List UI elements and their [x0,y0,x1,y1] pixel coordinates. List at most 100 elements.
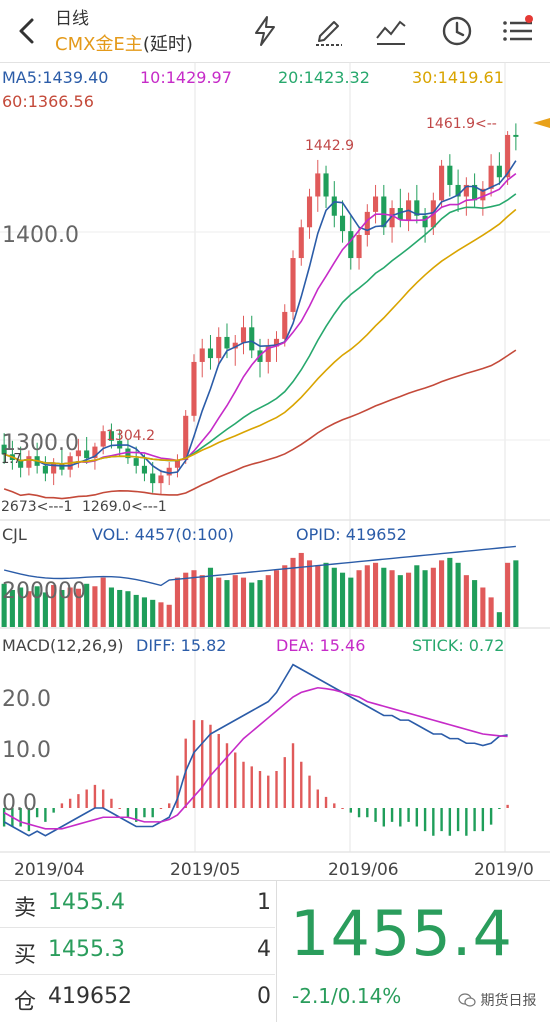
volume-axis-label: 200000 [2,579,86,604]
sell-row[interactable]: 卖 1455.4 1 [0,881,275,928]
macd-stick-bar [192,720,196,808]
macd-stick-bar [101,789,105,808]
wechat-icon [458,993,476,1007]
buy-row[interactable]: 买 1455.3 4 [0,928,275,975]
date-label-jul: 2019/0 [474,860,534,880]
macd-stick-bar [374,808,377,822]
candle-body [166,467,172,476]
volume-bar [505,562,511,627]
menu-list-icon[interactable] [502,14,536,48]
volume-bar [447,557,453,627]
macd-dea-line [3,686,508,830]
volume-bar [463,575,469,627]
delay-label: (延时) [142,34,193,55]
candle-body [232,342,238,349]
macd-axis-20: 20.0 [2,687,51,712]
macd-stick-bar [473,808,476,832]
volume-bar [430,567,436,627]
ma30-legend: 30:1419.61 [412,68,504,87]
ma20-line [3,193,517,465]
candle-body [84,450,90,459]
candle-body [51,463,57,474]
macd-stick-bar [234,752,237,808]
macd-stick-bar [151,808,154,818]
volume-bar [273,570,280,627]
macd-stick-bar [506,804,509,808]
volume-bar [75,588,81,627]
buy-label: 买 [14,943,37,968]
macd-stick-bar [489,808,493,825]
volume-bar [496,612,502,627]
candle-body [331,196,337,216]
last-price: 1455.4 [290,897,513,970]
volume-bar [397,575,403,627]
candle-body [364,211,370,235]
candle-body [199,348,205,362]
macd-stick-bar [44,808,47,822]
macd-stick-bar [291,743,295,808]
lightning-icon[interactable] [248,14,282,48]
ma10-legend: 10:1429.97 [140,68,232,87]
clock-icon[interactable] [440,14,474,48]
macd-stick-bar [448,808,452,836]
candle-body [183,415,189,461]
watermark-text: 期货日报 [480,993,537,1009]
apr-high-annotation: 1304.2 [106,428,155,444]
volume-bar [372,562,379,627]
oi-label: 仓 [14,990,37,1015]
volume-bar [158,602,164,627]
draw-pen-icon[interactable] [312,14,346,48]
date-label-jun: 2019/06 [328,860,399,880]
volume-bar [232,575,238,627]
macd-stick-bar [77,794,80,808]
volume-bar [1,583,7,627]
back-arrow-icon[interactable] [12,14,42,48]
volume-bar [472,580,478,627]
volume-bar [207,567,214,627]
candle-body [455,184,461,197]
macd-stick-bar [382,808,386,827]
volume-bar [166,604,172,627]
opid-value: OPID: 419652 [296,525,407,544]
macd-stick-bar [481,808,485,832]
candle-body [381,196,387,228]
volume-bar [18,587,24,627]
volume-bar [339,572,346,627]
macd-stick-bar [126,808,130,818]
volume-bar [282,565,288,627]
candle-body [488,165,494,189]
indicator-line-icon[interactable] [374,14,408,48]
volume-bar [9,589,15,627]
macd-stick: STICK: 0.72 [412,636,504,655]
open-interest-row[interactable]: 仓 419652 0 [0,975,275,1021]
volume-bar [389,570,395,627]
page-title: 日线 [55,9,89,29]
instrument-contract: 金E主 [95,34,143,55]
macd-stick-bar [423,808,427,832]
candle-body [75,450,81,457]
instrument-name[interactable]: CMX金E主(延时) [55,30,193,56]
macd-stick-bar [415,808,419,827]
macd-stick-bar [143,808,146,818]
volume-bar [125,591,131,627]
volume-bar [224,580,230,627]
macd-stick-bar [168,803,171,808]
volume-bar [108,587,114,627]
macd-stick-bar [498,808,501,809]
volume-bar [133,594,139,627]
volume-bar [455,562,461,627]
macd-stick-bar [35,808,39,818]
volume-bar [59,589,65,627]
candle-body [339,215,346,232]
vol-value: VOL: 4457(0:100) [92,525,234,544]
macd-diff: DIFF: 15.82 [136,636,226,655]
candle-body [505,134,511,178]
oi-qty: 0 [257,984,271,1009]
ma10-line [3,172,517,465]
kline-chart[interactable]: 1400.0 1300.0 1461.9<-- 1442.9 1304.2 12… [0,0,550,880]
macd-axis-0: 0.0 [2,791,37,816]
candle-body [59,463,65,470]
candle-body [439,165,445,201]
volume-bar [488,597,494,627]
candle-body [463,184,469,197]
